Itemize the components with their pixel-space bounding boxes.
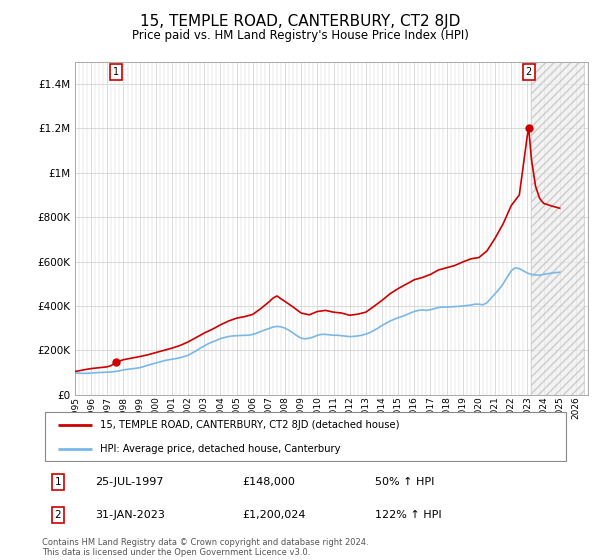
Text: Contains HM Land Registry data © Crown copyright and database right 2024.
This d: Contains HM Land Registry data © Crown c… (42, 538, 368, 557)
Text: 2: 2 (526, 67, 532, 77)
Text: 15, TEMPLE ROAD, CANTERBURY, CT2 8JD: 15, TEMPLE ROAD, CANTERBURY, CT2 8JD (140, 14, 460, 29)
FancyBboxPatch shape (44, 412, 566, 461)
Text: 1: 1 (113, 67, 119, 77)
Polygon shape (532, 62, 584, 395)
Text: Price paid vs. HM Land Registry's House Price Index (HPI): Price paid vs. HM Land Registry's House … (131, 29, 469, 42)
Text: 31-JAN-2023: 31-JAN-2023 (95, 510, 164, 520)
Text: 2: 2 (55, 510, 61, 520)
Text: £148,000: £148,000 (242, 477, 296, 487)
Text: HPI: Average price, detached house, Canterbury: HPI: Average price, detached house, Cant… (100, 444, 341, 454)
Text: 25-JUL-1997: 25-JUL-1997 (95, 477, 163, 487)
Text: £1,200,024: £1,200,024 (242, 510, 306, 520)
Text: 1: 1 (55, 477, 61, 487)
Text: 15, TEMPLE ROAD, CANTERBURY, CT2 8JD (detached house): 15, TEMPLE ROAD, CANTERBURY, CT2 8JD (de… (100, 420, 400, 430)
Text: 50% ↑ HPI: 50% ↑ HPI (374, 477, 434, 487)
Text: 122% ↑ HPI: 122% ↑ HPI (374, 510, 441, 520)
